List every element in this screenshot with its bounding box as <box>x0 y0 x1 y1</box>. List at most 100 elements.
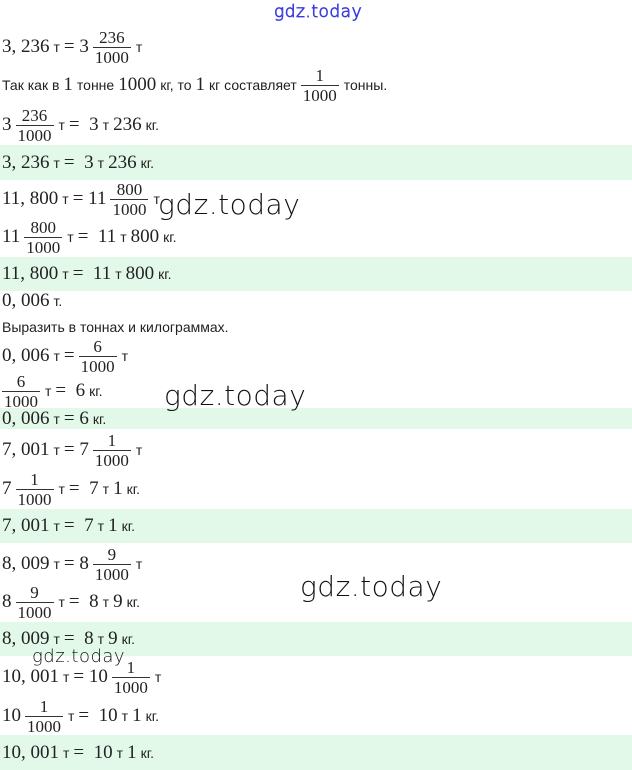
fraction: 1 1000 <box>111 657 150 697</box>
math-text: 7, 001 <box>2 515 50 536</box>
math-text: 11 <box>2 226 21 247</box>
math-text: 1 <box>127 741 137 763</box>
text: т <box>153 191 160 207</box>
fraction-bar <box>15 124 54 126</box>
text: т <box>53 631 60 647</box>
text: кг. <box>145 117 159 133</box>
math-text: 236 <box>108 151 137 173</box>
fraction: 9 1000 <box>92 544 131 583</box>
text: кг. <box>89 383 103 399</box>
math-text: = 10 <box>73 741 113 763</box>
answer-line: 10, 001 т = 10 т 1 кг. <box>0 735 632 770</box>
denominator: 1000 <box>94 47 129 67</box>
denominator: 1000 <box>113 677 148 697</box>
text: т <box>154 669 162 685</box>
text: т <box>135 442 143 458</box>
math-text: = 11 <box>72 263 112 284</box>
numerator: 9 <box>107 544 117 564</box>
text: т <box>135 556 143 572</box>
math-text: = 11 <box>77 226 117 247</box>
text: т <box>53 348 60 364</box>
text: т <box>58 481 65 497</box>
math-text: = 8 <box>68 591 99 612</box>
solution-line: Выразить в тоннах и килограммах. <box>0 316 632 338</box>
denominator: 1000 <box>4 391 38 411</box>
text: тонны. <box>343 77 388 93</box>
watermark: gdz.today <box>300 570 443 603</box>
text: т <box>102 481 110 497</box>
text: кг. <box>145 708 159 724</box>
math-text: 8 <box>2 591 12 612</box>
text: т <box>62 266 69 282</box>
fraction-bar <box>92 563 131 565</box>
watermark: gdz.today <box>164 379 307 412</box>
numerator: 9 <box>30 582 39 602</box>
text: т <box>62 191 69 207</box>
math-text: 1 <box>132 705 142 726</box>
solution-line: 10, 001 т = 10 1 1000 т <box>0 657 632 697</box>
text: т <box>53 154 60 171</box>
solution-line: 11 800 1000 т = 11 т 800 кг. <box>0 218 632 256</box>
math-text: 8, 009 <box>2 553 50 574</box>
text: т <box>53 442 60 458</box>
solution-line: 3 236 1000 т = 3 т 236 кг. <box>0 106 632 144</box>
solution-line: 8, 009 т = 8 9 1000 т <box>0 545 632 583</box>
fraction: 1 1000 <box>15 469 54 508</box>
math-text: = 8 <box>63 553 89 574</box>
math-text: 10, 001 <box>2 666 59 687</box>
math-text: = 10 <box>78 705 118 726</box>
math-text: 800 <box>125 263 155 284</box>
text: т <box>116 744 124 761</box>
math-text: 3, 236 <box>2 151 50 173</box>
numerator: 6 <box>93 336 102 356</box>
solution-line: Так как в 1 тонне 1000 кг, то 1 кг составляет 1… <box>0 66 632 104</box>
math-text: 11, 800 <box>2 263 59 284</box>
fraction-bar <box>15 601 54 603</box>
solution-line: 11, 800 т = 11 800 1000 т <box>0 180 632 218</box>
denominator: 1000 <box>17 125 52 145</box>
math-text: 3 <box>2 114 12 135</box>
text: т <box>63 669 70 685</box>
numerator: 800 <box>116 179 143 199</box>
math-text: 9 <box>113 591 123 612</box>
fraction: 6 1000 <box>2 373 40 410</box>
math-text: = 6 <box>55 380 86 401</box>
text: т <box>121 348 129 364</box>
text: т <box>58 117 65 133</box>
math-text: 0, 006 <box>2 345 50 366</box>
math-text: 1000 <box>118 74 157 95</box>
text: т <box>97 154 105 171</box>
fraction: 236 1000 <box>92 29 131 67</box>
watermark: gdz.today <box>32 646 126 667</box>
numerator: 1 <box>126 657 136 677</box>
solution-line: 10 1 1000 т = 10 т 1 кг. <box>0 697 632 735</box>
denominator: 1000 <box>112 199 147 219</box>
text: Так как в <box>2 77 60 93</box>
math-text: 800 <box>130 226 160 247</box>
text: т <box>53 410 60 427</box>
denominator: 1000 <box>80 356 115 376</box>
text: т <box>68 708 75 724</box>
numerator: 236 <box>21 105 48 125</box>
numerator: 1 <box>30 469 39 489</box>
fraction-bar <box>92 449 131 451</box>
fraction-bar <box>92 46 131 48</box>
fraction: 9 1000 <box>15 582 54 621</box>
denominator: 1000 <box>94 450 129 470</box>
math-text: = 7 <box>63 439 89 460</box>
solution-line: 7 1 1000 т = 7 т 1 кг. <box>0 470 632 508</box>
text: т <box>102 117 110 133</box>
math-text: 7 <box>2 478 12 499</box>
text: т <box>53 518 60 534</box>
text: кг. <box>121 631 135 647</box>
answer-line: 8, 009 т = 8 т 9 кг. <box>0 622 632 656</box>
text: т <box>53 556 60 572</box>
fraction-bar <box>15 488 54 490</box>
text: кг. <box>92 410 107 427</box>
math-text: = 3 <box>68 114 99 135</box>
text: т <box>53 39 60 55</box>
text: т <box>97 518 105 534</box>
denominator: 1000 <box>26 237 61 257</box>
fraction: 800 1000 <box>110 179 149 219</box>
solution-line: 6 1000 т = 6 кг. <box>0 373 632 410</box>
